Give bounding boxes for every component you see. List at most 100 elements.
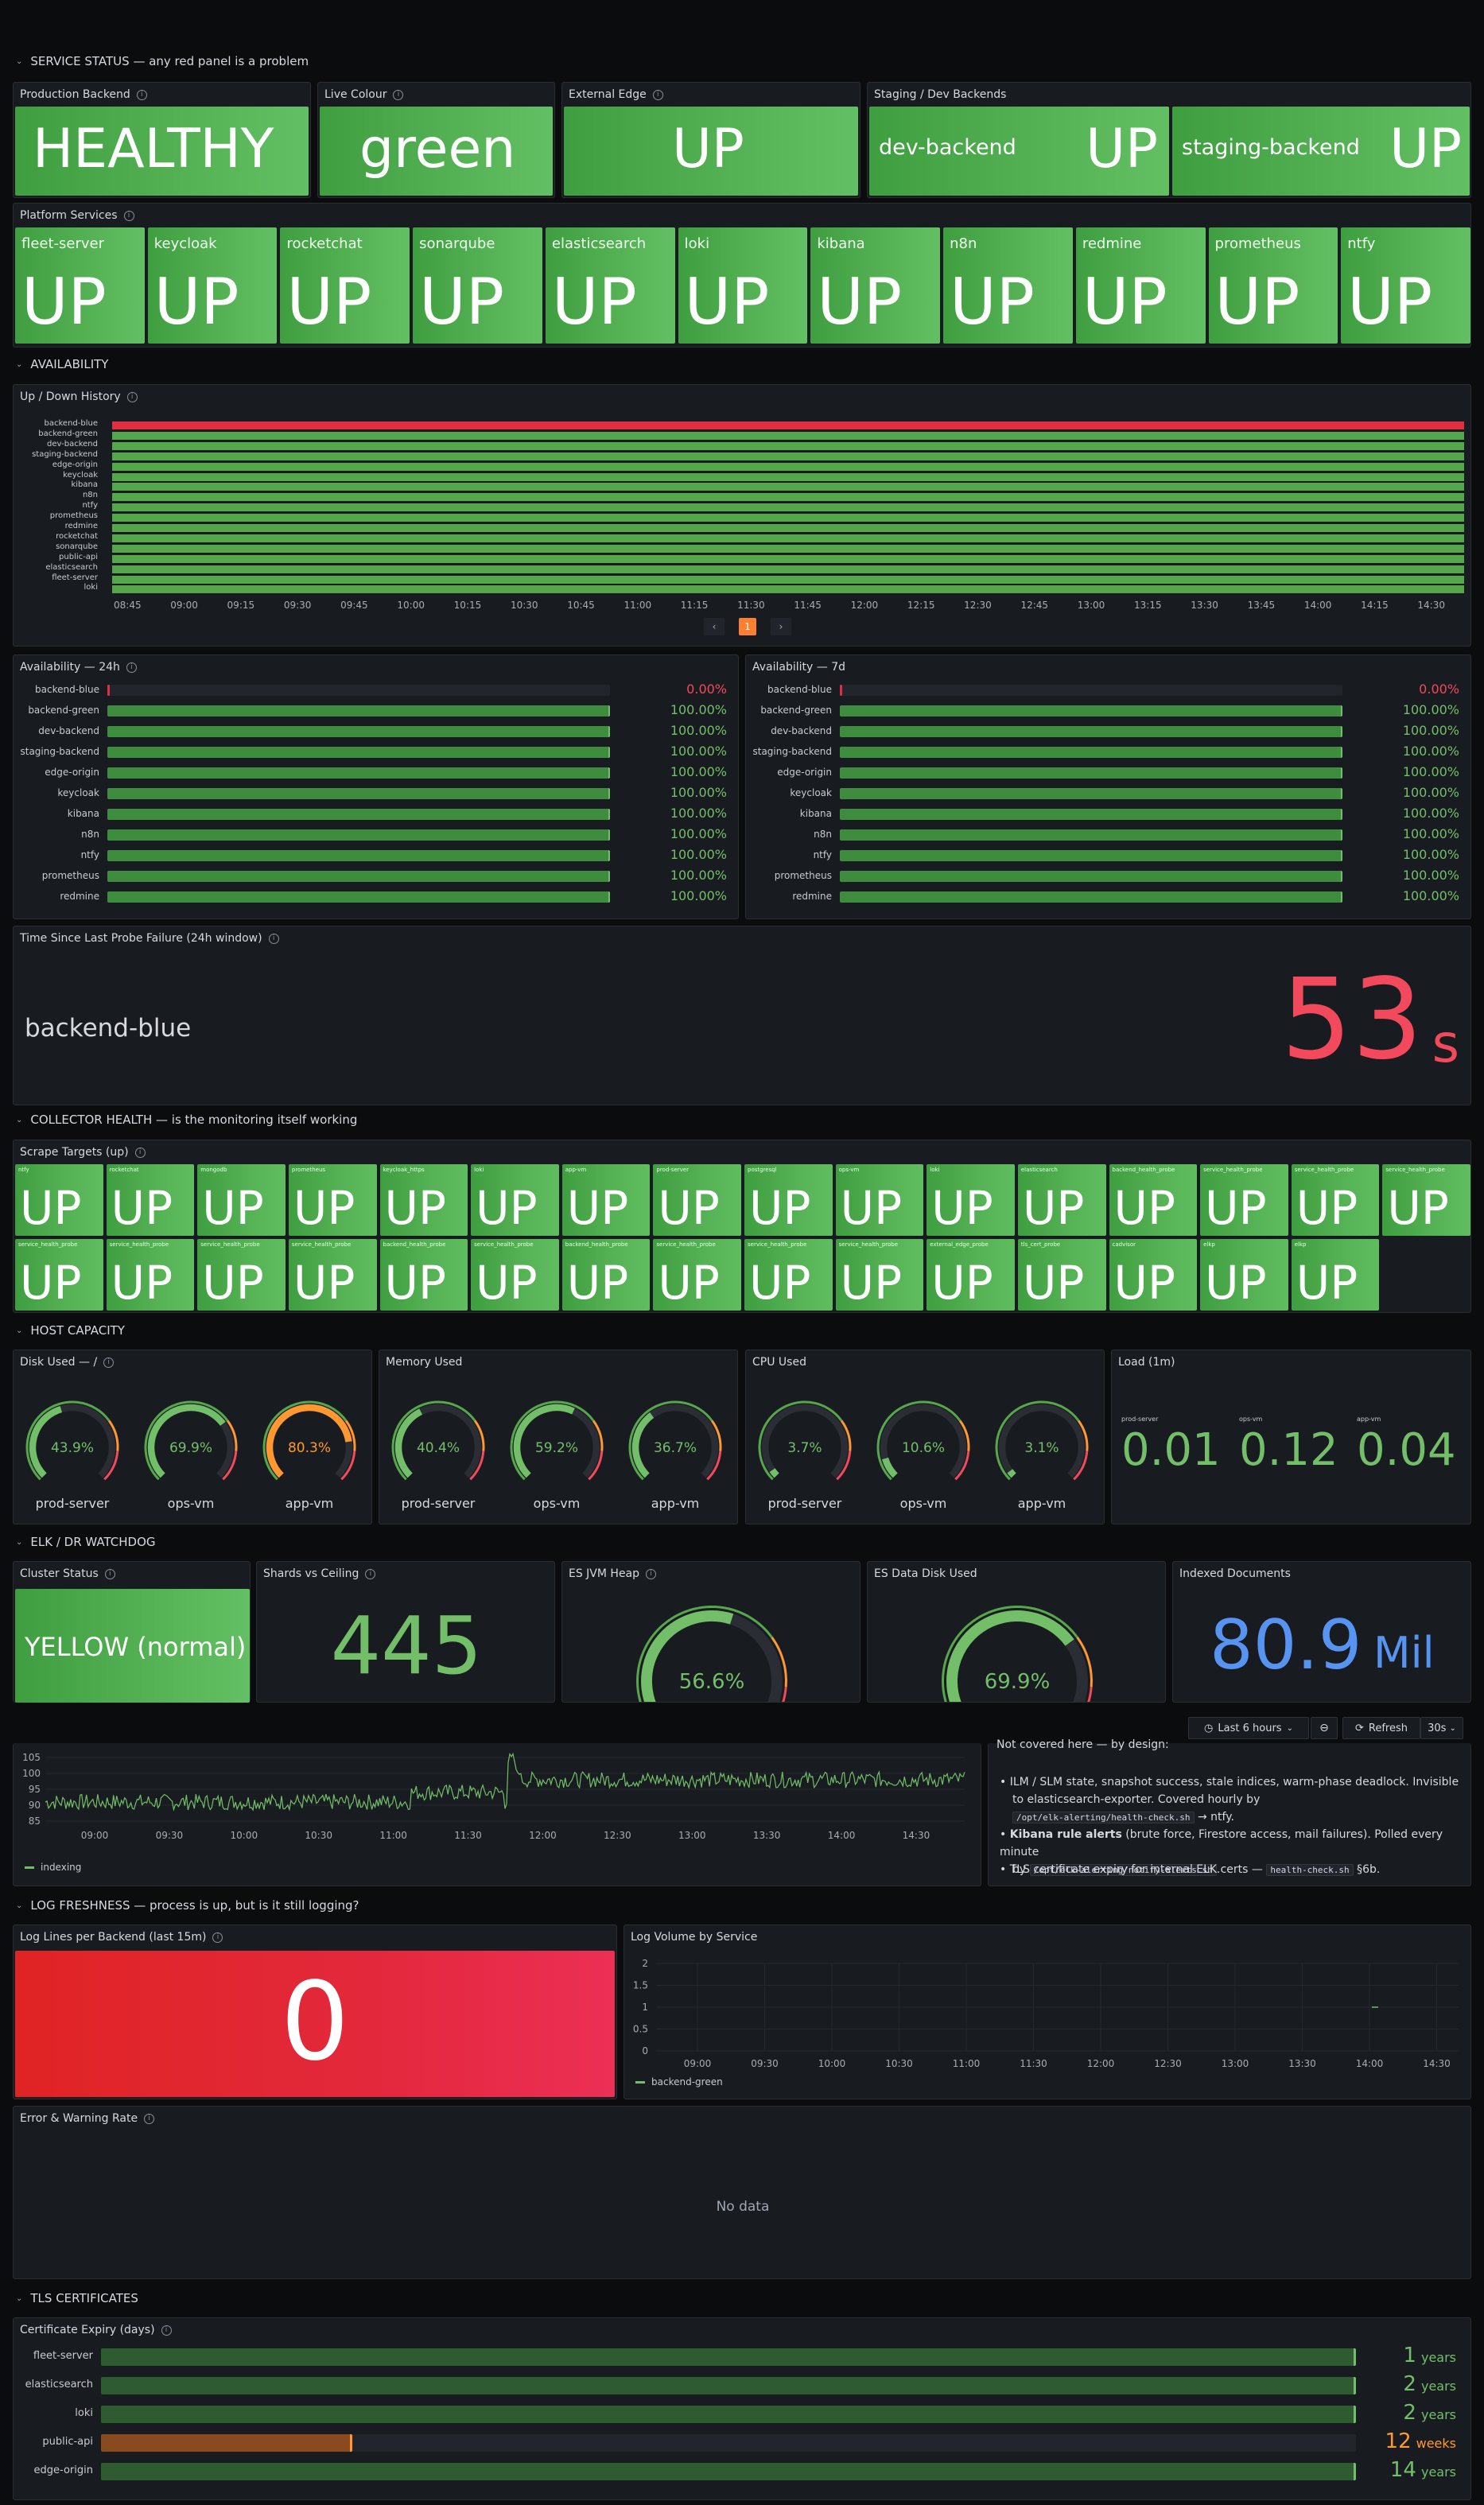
platform-tile[interactable]: prometheus UP	[1208, 227, 1338, 344]
platform-services-panel[interactable]: Platform Services i fleet-server UP keycloa…	[13, 203, 1471, 348]
info-icon[interactable]: i	[144, 2113, 155, 2124]
row-service-status[interactable]: ⌄ SERVICE STATUS — any red panel is a pro…	[16, 54, 309, 68]
info-icon[interactable]: i	[212, 1932, 223, 1943]
scrape-target-tile[interactable]: service_health_probe UP	[197, 1239, 286, 1311]
scrape-target-tile[interactable]: service_health_probe UP	[1382, 1164, 1470, 1236]
refresh-button[interactable]: ⟳ Refresh	[1342, 1717, 1420, 1739]
scrape-target-tile[interactable]: ops-vm UP	[835, 1164, 924, 1236]
scrape-target-tile[interactable]: postgresql UP	[744, 1164, 833, 1236]
scrape-target-tile[interactable]: external_edge_probe UP	[927, 1239, 1015, 1311]
platform-tile[interactable]: redmine UP	[1075, 227, 1206, 344]
scrape-target-tile[interactable]: service_health_probe UP	[1291, 1164, 1380, 1236]
platform-tile[interactable]: keycloak UP	[147, 227, 278, 344]
scrape-target-tile[interactable]: mongodb UP	[197, 1164, 286, 1236]
scrape-target-tile[interactable]: prod-server UP	[653, 1164, 741, 1236]
platform-tile[interactable]: elasticsearch UP	[545, 227, 675, 344]
refresh-interval-picker[interactable]: 30s ⌄	[1420, 1717, 1463, 1739]
page-next-button[interactable]: ›	[771, 618, 791, 635]
log-lines-panel[interactable]: Log Lines per Backend (last 15m) i 0	[13, 1924, 617, 2099]
scrape-target-tile[interactable]: service_health_probe UP	[744, 1239, 833, 1311]
platform-tile[interactable]: kibana UP	[810, 227, 941, 344]
scrape-target-tile[interactable]: elkp UP	[1200, 1239, 1288, 1311]
info-icon[interactable]: i	[103, 1357, 115, 1368]
availability-24h-panel[interactable]: Availability — 24h i backend-blue 0.00% bac…	[13, 654, 739, 919]
bar-fill	[840, 891, 1342, 903]
row-log-freshness[interactable]: ⌄ LOG FRESHNESS — process is up, but is i…	[16, 1898, 359, 1913]
info-icon[interactable]: i	[161, 2324, 172, 2336]
disk-used-panel[interactable]: Disk Used — / i 43.9% prod-server 69.9% ops-…	[13, 1350, 372, 1524]
cluster-status-panel[interactable]: Cluster Status i YELLOW (normal)	[13, 1561, 251, 1703]
scrape-target-tile[interactable]: loki UP	[927, 1164, 1015, 1236]
production-backend-panel[interactable]: Production Backend i HEALTHY	[13, 82, 311, 198]
info-icon[interactable]: i	[104, 1568, 115, 1579]
es-jvm-heap-panel[interactable]: ES JVM Heap i 56.6%	[561, 1561, 860, 1703]
memory-used-panel[interactable]: Memory Used 40.4% prod-server 59.2% ops-vm 3…	[379, 1350, 738, 1524]
row-tls-certificates[interactable]: ⌄ TLS CERTIFICATES	[16, 2291, 138, 2305]
info-icon[interactable]: i	[646, 1568, 657, 1579]
row-elk-dr[interactable]: ⌄ ELK / DR WATCHDOG	[16, 1535, 156, 1549]
page-prev-button[interactable]: ‹	[704, 618, 725, 635]
info-icon[interactable]: i	[365, 1568, 376, 1579]
scrape-target-tile[interactable]: service_health_probe UP	[835, 1239, 924, 1311]
x-tick: 10:00	[231, 1830, 258, 1841]
staging-dev-panel[interactable]: Staging / Dev Backends dev-backend UP st…	[867, 82, 1471, 198]
scrape-target-tile[interactable]: keycloak_https UP	[379, 1164, 468, 1236]
time-range-picker[interactable]: ◷ Last 6 hours ⌄	[1188, 1717, 1309, 1739]
row-host-capacity[interactable]: ⌄ HOST CAPACITY	[16, 1323, 125, 1338]
row-collector-health[interactable]: ⌄ COLLECTOR HEALTH — is the monitoring it…	[16, 1113, 357, 1127]
availability-7d-panel[interactable]: Availability — 7d backend-blue 0.00% backe…	[745, 654, 1471, 919]
info-icon[interactable]: i	[126, 662, 137, 673]
scrape-target-tile[interactable]: rocketchat UP	[106, 1164, 195, 1236]
scrape-target-tile[interactable]: backend_health_probe UP	[379, 1239, 468, 1311]
info-icon[interactable]: i	[136, 89, 147, 100]
updown-history-panel[interactable]: Up / Down History i backend-blue backend-g…	[13, 384, 1471, 647]
scrape-target-tile[interactable]: elkp UP	[1291, 1239, 1380, 1311]
es-data-disk-panel[interactable]: ES Data Disk Used 69.9%	[867, 1561, 1166, 1703]
scrape-target-tile[interactable]: elasticsearch UP	[1017, 1164, 1106, 1236]
scrape-target-tile[interactable]: backend_health_probe UP	[1109, 1164, 1198, 1236]
info-icon[interactable]: i	[134, 1147, 146, 1158]
scrape-target-tile[interactable]: tls_cert_probe UP	[1017, 1239, 1106, 1311]
platform-tile[interactable]: fleet-server UP	[15, 227, 145, 344]
gauge-threshold	[473, 1420, 485, 1451]
info-icon[interactable]: i	[126, 391, 138, 402]
x-tick: 12:30	[604, 1830, 631, 1841]
info-icon[interactable]: i	[268, 933, 279, 944]
indexed-documents-panel[interactable]: Indexed Documents 80.9 Mil	[1172, 1561, 1471, 1703]
scrape-target-tile[interactable]: service_health_probe UP	[653, 1239, 741, 1311]
page-1-button[interactable]: 1	[739, 618, 756, 635]
log-volume-panel[interactable]: Log Volume by Service 2 1.5 1 0.5 0 09:00 09:3…	[624, 1924, 1471, 2099]
load-panel[interactable]: Load (1m) prod-server 0.01 ops-vm 0.12 app-v…	[1111, 1350, 1471, 1524]
shards-panel[interactable]: Shards vs Ceiling i 445	[256, 1561, 555, 1703]
scrape-target-tile[interactable]: service_health_probe UP	[471, 1239, 559, 1311]
platform-tile[interactable]: n8n UP	[943, 227, 1073, 344]
scrape-target-tile[interactable]: loki UP	[471, 1164, 559, 1236]
platform-tile[interactable]: loki UP	[678, 227, 808, 344]
scrape-target-tile[interactable]: service_health_probe UP	[106, 1239, 195, 1311]
scrape-target-tile[interactable]: backend_health_probe UP	[561, 1239, 651, 1311]
scrape-target-tile[interactable]: service_health_probe UP	[15, 1239, 103, 1311]
scrape-target-tile[interactable]: cadvisor UP	[1109, 1239, 1198, 1311]
info-icon[interactable]: i	[393, 89, 404, 100]
scrape-target-tile[interactable]: app-vm UP	[561, 1164, 651, 1236]
external-edge-panel[interactable]: External Edge i UP	[561, 82, 860, 198]
indexing-rate-panel[interactable]: 105 100 95 90 85 09:00 09:30 10:00 10:30 11:00 11:…	[13, 1743, 981, 1886]
live-colour-panel[interactable]: Live Colour i green	[317, 82, 555, 198]
scrape-target-tile[interactable]: ntfy UP	[15, 1164, 103, 1236]
platform-tile[interactable]: rocketchat UP	[280, 227, 410, 344]
cpu-used-panel[interactable]: CPU Used 3.7% prod-server 10.6% ops-vm 3.1% a…	[745, 1350, 1105, 1524]
zoom-out-button[interactable]: ⊖	[1311, 1717, 1338, 1739]
scrape-target-tile[interactable]: service_health_probe UP	[288, 1239, 377, 1311]
scrape-targets-panel[interactable]: Scrape Targets (up) i ntfy UP rocketchat UP m…	[13, 1140, 1471, 1313]
info-icon[interactable]: i	[652, 89, 663, 100]
error-warning-panel[interactable]: Error & Warning Rate i No data	[13, 2106, 1471, 2279]
scrape-target-tile[interactable]: service_health_probe UP	[1200, 1164, 1288, 1236]
cert-expiry-panel[interactable]: Certificate Expiry (days) i fleet-server 1…	[13, 2317, 1471, 2500]
platform-tile[interactable]: ntfy UP	[1341, 227, 1470, 344]
scrape-target-tile[interactable]: prometheus UP	[288, 1164, 377, 1236]
stat-tile: YELLOW (normal)	[15, 1589, 250, 1703]
row-availability[interactable]: ⌄ AVAILABILITY	[16, 357, 108, 371]
probe-failure-panel[interactable]: Time Since Last Probe Failure (24h windo…	[13, 926, 1471, 1105]
platform-tile[interactable]: sonarqube UP	[413, 227, 542, 344]
info-icon[interactable]: i	[123, 210, 134, 221]
